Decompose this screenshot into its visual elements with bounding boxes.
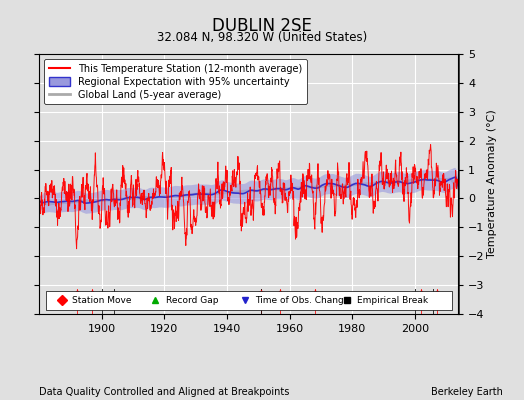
Text: DUBLIN 2SE: DUBLIN 2SE — [212, 17, 312, 35]
Text: Record Gap: Record Gap — [166, 296, 218, 305]
Text: Station Move: Station Move — [72, 296, 132, 305]
Y-axis label: Temperature Anomaly (°C): Temperature Anomaly (°C) — [487, 110, 497, 258]
Legend: This Temperature Station (12-month average), Regional Expectation with 95% uncer: This Temperature Station (12-month avera… — [44, 59, 307, 104]
FancyBboxPatch shape — [46, 291, 452, 310]
Text: Data Quality Controlled and Aligned at Breakpoints: Data Quality Controlled and Aligned at B… — [39, 387, 290, 397]
Text: 32.084 N, 98.320 W (United States): 32.084 N, 98.320 W (United States) — [157, 32, 367, 44]
Text: Berkeley Earth: Berkeley Earth — [431, 387, 503, 397]
Text: Time of Obs. Change: Time of Obs. Change — [255, 296, 350, 305]
Text: Empirical Break: Empirical Break — [357, 296, 428, 305]
